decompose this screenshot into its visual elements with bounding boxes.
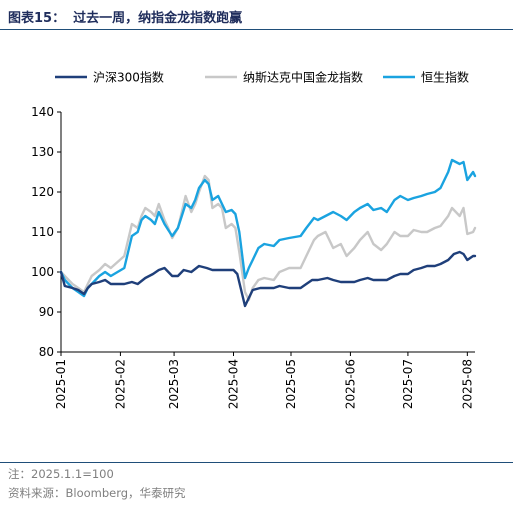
chart-note: 注：2025.1.1=100 (8, 467, 114, 481)
line-hang-seng (59, 158, 477, 298)
figure-number: 图表15： (8, 11, 66, 26)
footer-rule (0, 462, 513, 463)
y-tick-label: 100 (31, 265, 54, 279)
y-tick-label: 90 (39, 305, 54, 319)
line-hs300 (59, 250, 477, 308)
legend-label: 沪深300指数 (93, 70, 164, 85)
chart-source: 资料来源：Bloomberg，华泰研究 (8, 486, 186, 500)
x-tick-label: 2025-01 (54, 359, 68, 409)
y-tick-label: 120 (31, 185, 54, 199)
y-tick-label: 140 (31, 105, 54, 119)
line-nasdaq-golden-dragon (59, 174, 477, 302)
y-tick-label: 80 (39, 345, 54, 359)
x-tick-label: 2025-03 (167, 359, 181, 409)
figure-title-text: 过去一周，纳指金龙指数跑赢 (73, 11, 243, 26)
y-tick-label: 110 (31, 225, 54, 239)
x-tick-label: 2025-02 (113, 359, 127, 409)
legend-label: 恒生指数 (421, 70, 469, 85)
y-tick-label: 130 (31, 145, 54, 159)
legend-label: 纳斯达克中国金龙指数 (243, 70, 363, 85)
x-tick-label: 2025-06 (343, 359, 357, 409)
x-tick-label: 2025-08 (460, 359, 474, 409)
x-tick-label: 2025-07 (401, 359, 415, 409)
x-tick-label: 2025-05 (284, 359, 298, 409)
figure-title: 图表15： 过去一周，纳指金龙指数跑赢 (8, 7, 242, 26)
x-tick-label: 2025-04 (227, 359, 241, 409)
title-rule (0, 29, 513, 30)
